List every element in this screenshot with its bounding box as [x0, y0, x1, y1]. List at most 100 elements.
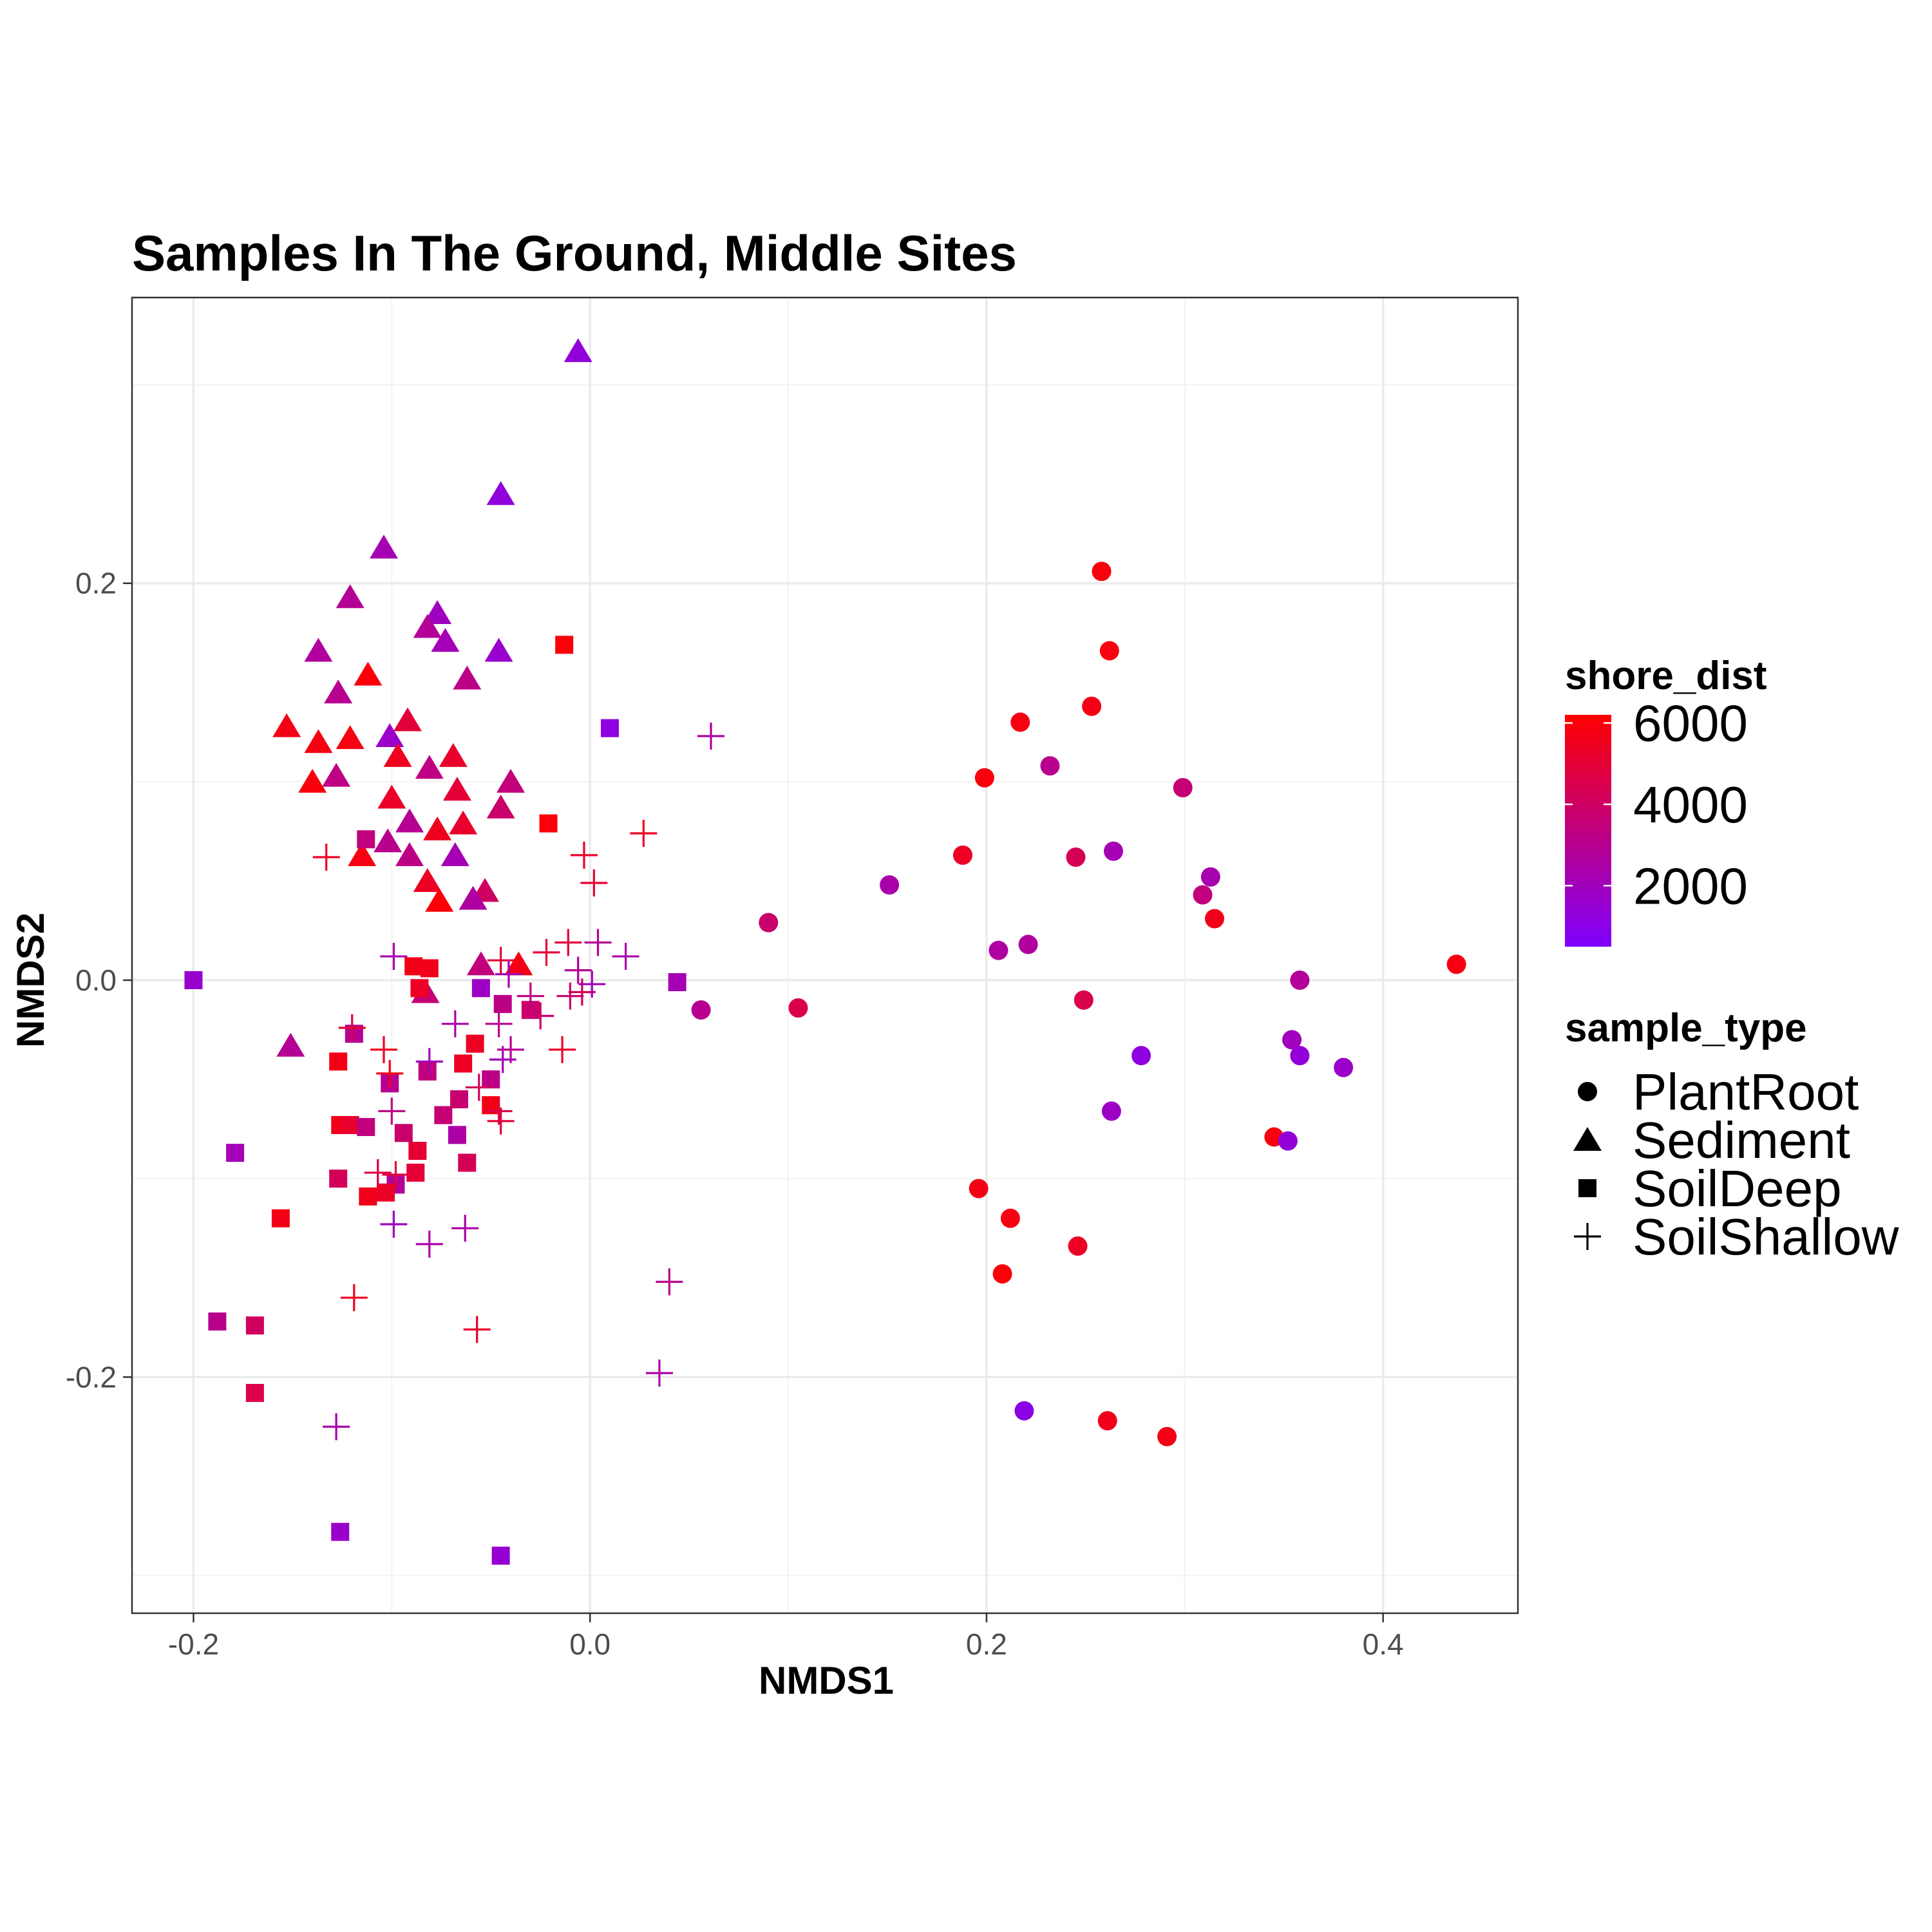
- data-point-soilshallow: [527, 1002, 554, 1030]
- data-point-soildeep: [208, 1312, 227, 1331]
- shape-legend-title: sample_type: [1565, 1006, 1807, 1050]
- legend-label-soilshallow: SoilShallow: [1633, 1208, 1899, 1265]
- data-point-sediment: [336, 584, 365, 609]
- data-point-sediment: [425, 887, 454, 912]
- data-point-soildeep: [471, 979, 490, 998]
- data-point-soilshallow: [378, 1097, 406, 1125]
- legend-key-triangle: [1573, 1127, 1602, 1151]
- x-tick-label: 0.0: [569, 1627, 611, 1661]
- data-point-sediment: [440, 842, 469, 866]
- data-point-soilshallow: [556, 982, 584, 1010]
- data-point-sediment: [336, 725, 365, 750]
- data-point-sediment: [415, 755, 444, 779]
- data-point-soildeep: [184, 971, 203, 990]
- y-axis-title: NMDS2: [9, 913, 52, 1048]
- data-point-plantroot: [1092, 562, 1112, 582]
- colorbar-tick-label: 6000: [1633, 695, 1748, 752]
- colorbar-tick-label: 2000: [1633, 857, 1748, 914]
- legend-key-square: [1578, 1179, 1596, 1197]
- data-point-soilshallow: [584, 929, 612, 956]
- data-point-sediment: [369, 535, 398, 559]
- data-point-soilshallow: [554, 929, 582, 956]
- data-point-sediment: [413, 867, 442, 892]
- data-point-plantroot: [1101, 1101, 1121, 1121]
- data-point-plantroot: [1200, 867, 1220, 887]
- data-point-plantroot: [880, 875, 900, 895]
- data-point-sediment: [413, 614, 442, 638]
- data-point-plantroot: [1282, 1030, 1302, 1050]
- data-point-plantroot: [1097, 1411, 1117, 1431]
- legend-label-soildeep: SoilDeep: [1633, 1160, 1842, 1217]
- colorbar: [1565, 715, 1611, 947]
- data-point-soilshallow: [549, 1036, 576, 1063]
- data-point-soilshallow: [516, 982, 544, 1010]
- data-point-soildeep: [357, 1118, 375, 1137]
- data-point-soilshallow: [697, 723, 724, 750]
- data-point-plantroot: [1103, 841, 1123, 861]
- data-point-plantroot: [1173, 778, 1193, 798]
- data-point-soilshallow: [465, 1074, 493, 1101]
- data-point-soildeep: [331, 1522, 350, 1541]
- panel-border: [131, 296, 1519, 1615]
- data-point-soilshallow: [370, 1036, 397, 1063]
- data-point-plantroot: [1010, 712, 1030, 732]
- data-point-soildeep: [482, 1070, 500, 1089]
- chart-title: Samples In The Ground, Middle Sites: [132, 225, 1017, 281]
- data-point-soilshallow: [570, 841, 598, 869]
- data-point-soildeep: [377, 1183, 395, 1202]
- color-legend-title: shore_dist: [1565, 654, 1767, 698]
- data-point-soildeep: [394, 1124, 413, 1142]
- data-point-plantroot: [1290, 971, 1310, 990]
- data-point-sediment: [439, 743, 468, 767]
- data-point-soildeep: [418, 1062, 437, 1081]
- data-point-soildeep: [600, 719, 619, 737]
- data-point-soildeep: [410, 979, 429, 998]
- data-point-plantroot: [1132, 1046, 1151, 1066]
- shape-legend: sample_type PlantRootSedimentSoilDeepSoi…: [1565, 1006, 1899, 1265]
- data-point-soilshallow: [382, 1161, 410, 1188]
- axis-ticks: -0.2 0.0 0.2 0.4 -0.2 0.0 0.2: [66, 567, 1404, 1661]
- data-point-sediment: [324, 679, 353, 704]
- data-point-sediment: [354, 661, 383, 686]
- data-point-sediment: [449, 810, 478, 835]
- legend-label-plantroot: PlantRoot: [1633, 1063, 1859, 1121]
- data-point-soilshallow: [485, 1010, 513, 1037]
- legend-key-circle: [1578, 1082, 1597, 1101]
- data-point-soildeep: [491, 1546, 510, 1565]
- data-point-plantroot: [1334, 1057, 1354, 1077]
- data-point-soilshallow: [564, 956, 592, 984]
- data-point-sediment: [374, 828, 402, 853]
- data-point-sediment: [395, 842, 424, 866]
- data-point-sediment: [276, 1032, 305, 1057]
- data-point-soildeep: [271, 1209, 290, 1227]
- data-point-sediment: [431, 628, 460, 652]
- data-point-soildeep: [458, 1153, 477, 1172]
- legend-label-sediment: Sediment: [1633, 1112, 1850, 1169]
- data-point-plantroot: [952, 845, 972, 865]
- data-point-soildeep: [226, 1144, 245, 1162]
- y-tick-label: -0.2: [66, 1360, 117, 1394]
- data-point-sediment: [304, 638, 333, 662]
- data-point-sediment: [375, 723, 404, 747]
- y-tick-label: 0.0: [75, 963, 117, 997]
- data-point-plantroot: [1446, 954, 1466, 974]
- data-point-sediment: [348, 842, 377, 866]
- data-point-plantroot: [1157, 1426, 1177, 1446]
- data-point-soilshallow: [340, 1284, 368, 1312]
- grid-lines: [132, 298, 1518, 1613]
- data-point-soilshallow: [580, 869, 608, 897]
- data-point-soildeep: [466, 1034, 484, 1053]
- data-point-sediment: [564, 338, 592, 363]
- data-point-soildeep: [450, 1090, 468, 1108]
- data-point-soilshallow: [376, 1059, 404, 1087]
- data-point-soilshallow: [415, 1048, 443, 1075]
- data-point-soilshallow: [380, 943, 408, 971]
- data-point-sediment: [393, 707, 422, 732]
- data-point-soildeep: [245, 1316, 264, 1335]
- data-point-soildeep: [406, 1163, 425, 1182]
- data-point-plantroot: [788, 998, 808, 1018]
- data-point-soildeep: [357, 830, 375, 849]
- data-point-plantroot: [691, 1000, 711, 1020]
- data-point-sediment: [377, 784, 406, 809]
